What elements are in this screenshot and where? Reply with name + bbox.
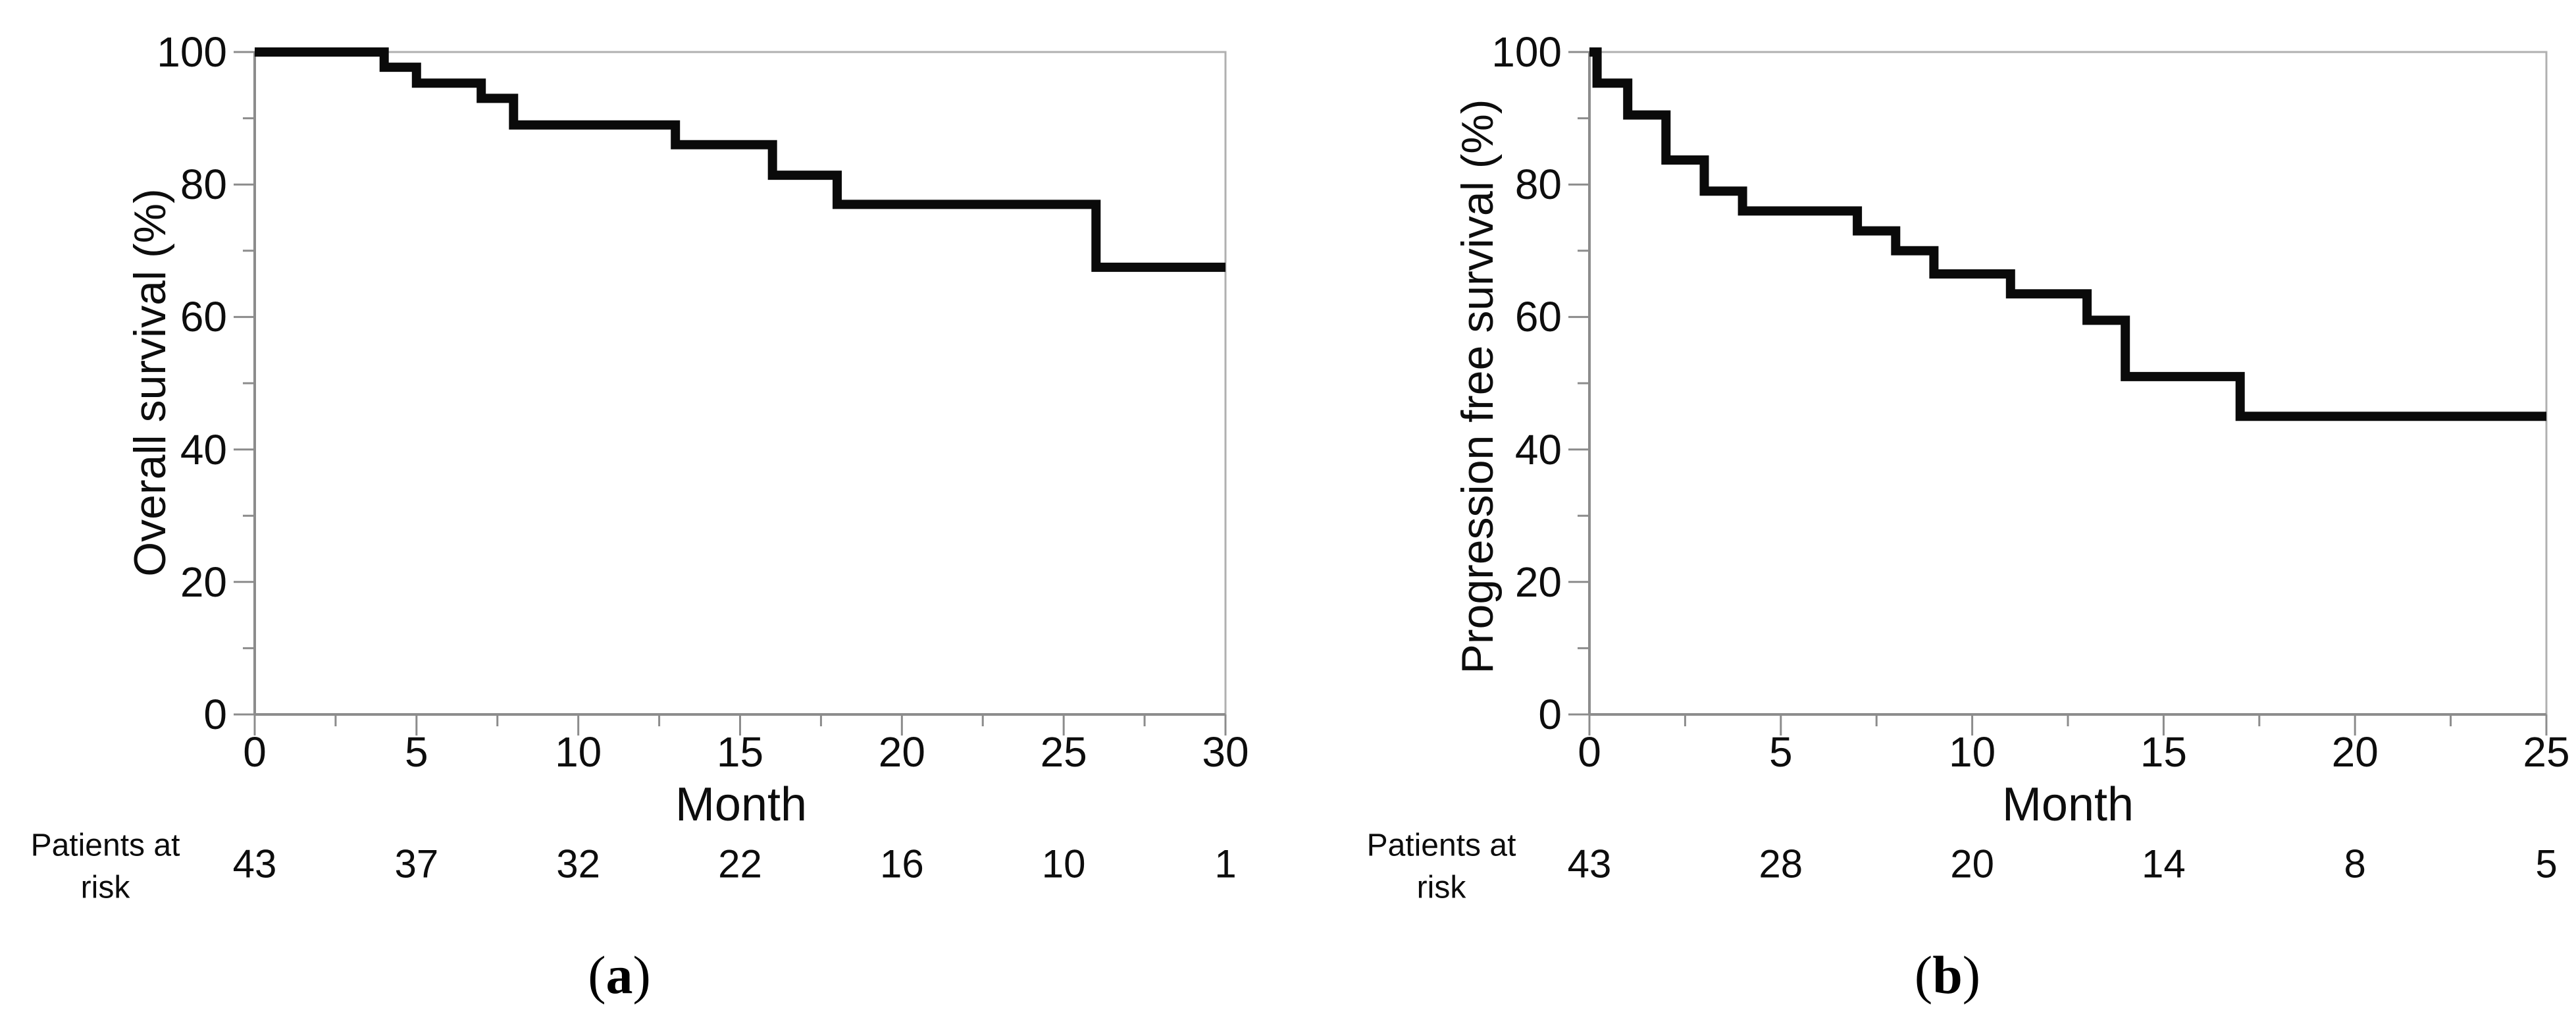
panel-a-caption-letter: a <box>605 945 633 1005</box>
panel-b-x-tick-label: 0 <box>1578 728 1601 776</box>
panel-a-y-tick-label: 60 <box>180 293 227 341</box>
panel-a-y-tick-label: 0 <box>203 691 227 738</box>
panel-b-y-tick-label: 60 <box>1514 293 1562 341</box>
panel-b-x-tick-label: 10 <box>1949 728 1996 776</box>
panel-b-x-axis-title: Month <box>2001 778 2134 831</box>
panel-a-x-tick-label: 20 <box>878 728 925 776</box>
panel-a-risk-header-line2: risk <box>80 870 130 905</box>
panel-b-x-tick-label: 15 <box>2140 728 2187 776</box>
panel-a-y-tick-label: 80 <box>180 161 227 209</box>
panel-a-x-axis-title: Month <box>675 778 808 831</box>
panel-a-risk-count: 16 <box>879 842 924 886</box>
panel-a-x-tick-label: 0 <box>243 728 267 776</box>
panel-b-caption-close: ) <box>1962 945 1981 1005</box>
panel-a-risk-count: 1 <box>1214 842 1237 886</box>
panel-a-x-tick-label: 5 <box>405 728 428 776</box>
panel-a-x-tick-label: 30 <box>1202 728 1249 776</box>
panel-b-x-tick-label: 20 <box>2331 728 2379 776</box>
panel-a-y-tick-label: 40 <box>180 425 227 473</box>
panel-b-x-tick-label: 25 <box>2523 728 2570 776</box>
panel-b-risk-header-line2: risk <box>1416 870 1466 905</box>
panel-b-risk-header-line1: Patients at <box>1366 828 1516 863</box>
panel-b-risk-count: 5 <box>2535 842 2558 886</box>
panel-a-caption-open: ( <box>588 945 606 1005</box>
panel-b-y-tick-label: 80 <box>1514 161 1562 209</box>
panel-a-risk-count: 37 <box>394 842 439 886</box>
panel-b-y-tick-label: 0 <box>1538 691 1562 738</box>
panel-a-y-tick-label: 20 <box>180 558 227 606</box>
panel-a-x-tick-label: 25 <box>1040 728 1087 776</box>
panel-b-y-tick-label: 20 <box>1514 558 1562 606</box>
panel-b-caption: (b) <box>1915 944 1980 1006</box>
panel-b-risk-count: 43 <box>1567 842 1612 886</box>
panel-a-x-tick-label: 10 <box>555 728 602 776</box>
panel-a-caption: (a) <box>588 944 651 1006</box>
panel-a-risk-count: 32 <box>556 842 601 886</box>
panel-b-risk-count: 28 <box>1759 842 1803 886</box>
panel-b-x-tick-label: 5 <box>1769 728 1793 776</box>
panel-a-risk-count: 43 <box>232 842 277 886</box>
panel-b-caption-letter: b <box>1932 945 1963 1005</box>
panel-a-survival-curve <box>255 47 1225 272</box>
panel-a-plot-border <box>253 51 1227 716</box>
panel-b-y-axis-title: Progression free survival (%) <box>1453 99 1503 674</box>
panel-a-risk-header-line1: Patients at <box>30 828 180 863</box>
panel-b-risk-count: 14 <box>2142 842 2186 886</box>
panel-a-x-tick-label: 15 <box>716 728 764 776</box>
panel-a-risk-count: 22 <box>718 842 762 886</box>
panel-a-risk-count: 10 <box>1041 842 1086 886</box>
panel-a-y-tick-label: 100 <box>157 28 227 76</box>
panel-a-caption-close: ) <box>632 945 651 1005</box>
panel-b-survival-curve <box>1589 47 2546 421</box>
panel-b-y-tick-label: 40 <box>1514 425 1562 473</box>
panel-b-risk-count: 20 <box>1950 842 1994 886</box>
panel-a-y-axis-title: Overall survival (%) <box>125 188 175 577</box>
panel-b-y-tick-label: 100 <box>1491 28 1562 76</box>
panel-b-plot-border <box>1588 51 2548 716</box>
panel-b-risk-count: 8 <box>2344 842 2366 886</box>
panel-b-caption-open: ( <box>1914 945 1933 1005</box>
